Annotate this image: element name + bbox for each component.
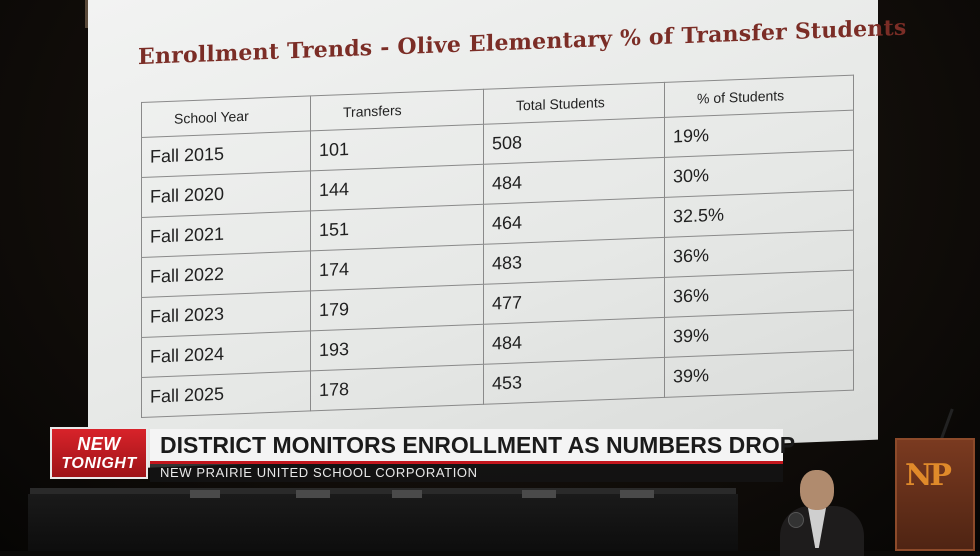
badge-line-1: NEW xyxy=(77,434,121,454)
cell-transfers: 178 xyxy=(310,364,484,411)
headline-divider xyxy=(150,461,783,464)
enrollment-table: School Year Transfers Total Students % o… xyxy=(141,75,854,418)
projection-screen: Enrollment Trends - Olive Elementary % o… xyxy=(88,0,906,471)
headline-text: DISTRICT MONITORS ENROLLMENT AS NUMBERS … xyxy=(150,429,795,461)
cell-total-students: 464 xyxy=(483,197,665,245)
speaker-person xyxy=(778,470,868,556)
cell-school-year: Fall 2022 xyxy=(141,250,311,298)
nameplate xyxy=(392,490,422,498)
cell-school-year: Fall 2023 xyxy=(141,290,311,338)
podium: NP xyxy=(895,438,975,551)
podium-logo: NP xyxy=(905,458,952,493)
new-tonight-badge: NEW TONIGHT xyxy=(50,427,148,479)
cell-percent: 39% xyxy=(664,350,854,398)
badge-line-2: TONIGHT xyxy=(61,455,137,472)
cell-total-students: 484 xyxy=(483,157,665,205)
subheadline-text: NEW PRAIRIE UNITED SCHOOL CORPORATION xyxy=(150,464,783,482)
cell-transfers: 101 xyxy=(310,124,484,171)
board-table-top xyxy=(30,488,736,496)
nameplate xyxy=(296,490,330,498)
cell-transfers: 151 xyxy=(310,204,484,251)
board-table-skirt xyxy=(28,494,738,551)
cell-school-year: Fall 2021 xyxy=(141,210,311,258)
news-lower-third: NEW TONIGHT DISTRICT MONITORS ENROLLMENT… xyxy=(50,427,795,484)
cell-transfers: 179 xyxy=(310,284,484,331)
microphone-icon xyxy=(788,512,804,528)
nameplate xyxy=(522,490,556,498)
cell-total-students: 508 xyxy=(483,117,665,165)
cell-transfers: 144 xyxy=(310,164,484,211)
cell-total-students: 484 xyxy=(483,317,665,365)
cell-total-students: 453 xyxy=(483,357,665,405)
cell-school-year: Fall 2015 xyxy=(141,130,311,178)
slide-title: Enrollment Trends - Olive Elementary % o… xyxy=(138,14,907,71)
cell-transfers: 174 xyxy=(310,244,484,291)
cell-total-students: 477 xyxy=(483,277,665,325)
cell-school-year: Fall 2024 xyxy=(141,330,311,378)
cell-school-year: Fall 2025 xyxy=(141,370,311,418)
cell-total-students: 483 xyxy=(483,237,665,285)
nameplate xyxy=(190,490,220,498)
speaker-head xyxy=(800,470,834,510)
cell-transfers: 193 xyxy=(310,324,484,371)
nameplate xyxy=(620,490,654,498)
cell-school-year: Fall 2020 xyxy=(141,170,311,218)
